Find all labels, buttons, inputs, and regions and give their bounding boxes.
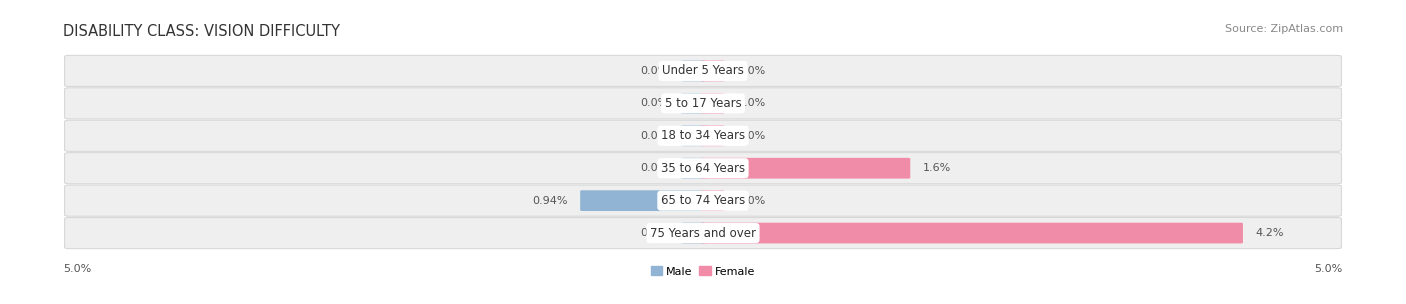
FancyBboxPatch shape <box>700 126 724 146</box>
Text: 5.0%: 5.0% <box>1315 264 1343 274</box>
FancyBboxPatch shape <box>682 126 706 146</box>
Text: 0.94%: 0.94% <box>531 196 568 206</box>
Text: Under 5 Years: Under 5 Years <box>662 64 744 78</box>
FancyBboxPatch shape <box>682 93 706 114</box>
FancyBboxPatch shape <box>65 217 1341 249</box>
Text: 0.0%: 0.0% <box>640 98 668 108</box>
Text: 0.0%: 0.0% <box>640 163 668 173</box>
Text: 18 to 34 Years: 18 to 34 Years <box>661 129 745 142</box>
Text: DISABILITY CLASS: VISION DIFFICULTY: DISABILITY CLASS: VISION DIFFICULTY <box>63 24 340 39</box>
Text: 0.0%: 0.0% <box>738 196 766 206</box>
FancyBboxPatch shape <box>682 158 706 178</box>
FancyBboxPatch shape <box>682 60 706 81</box>
Text: 75 Years and over: 75 Years and over <box>650 226 756 240</box>
Text: 4.2%: 4.2% <box>1256 228 1284 238</box>
Text: 65 to 74 Years: 65 to 74 Years <box>661 194 745 207</box>
Text: 0.0%: 0.0% <box>640 66 668 76</box>
FancyBboxPatch shape <box>682 223 706 244</box>
FancyBboxPatch shape <box>700 60 724 81</box>
Text: 0.0%: 0.0% <box>738 131 766 141</box>
FancyBboxPatch shape <box>700 190 724 211</box>
Text: 35 to 64 Years: 35 to 64 Years <box>661 162 745 175</box>
FancyBboxPatch shape <box>581 190 706 211</box>
FancyBboxPatch shape <box>65 153 1341 184</box>
FancyBboxPatch shape <box>700 223 1243 244</box>
FancyBboxPatch shape <box>65 120 1341 151</box>
Text: 0.0%: 0.0% <box>640 228 668 238</box>
FancyBboxPatch shape <box>65 55 1341 87</box>
Text: 0.0%: 0.0% <box>738 98 766 108</box>
Text: 0.0%: 0.0% <box>738 66 766 76</box>
FancyBboxPatch shape <box>700 158 910 178</box>
FancyBboxPatch shape <box>700 93 724 114</box>
Text: 0.0%: 0.0% <box>640 131 668 141</box>
Text: 5.0%: 5.0% <box>63 264 91 274</box>
Text: 1.6%: 1.6% <box>924 163 952 173</box>
FancyBboxPatch shape <box>65 185 1341 216</box>
Text: 5 to 17 Years: 5 to 17 Years <box>665 97 741 110</box>
Legend: Male, Female: Male, Female <box>648 264 758 279</box>
FancyBboxPatch shape <box>65 88 1341 119</box>
Text: Source: ZipAtlas.com: Source: ZipAtlas.com <box>1225 24 1343 34</box>
